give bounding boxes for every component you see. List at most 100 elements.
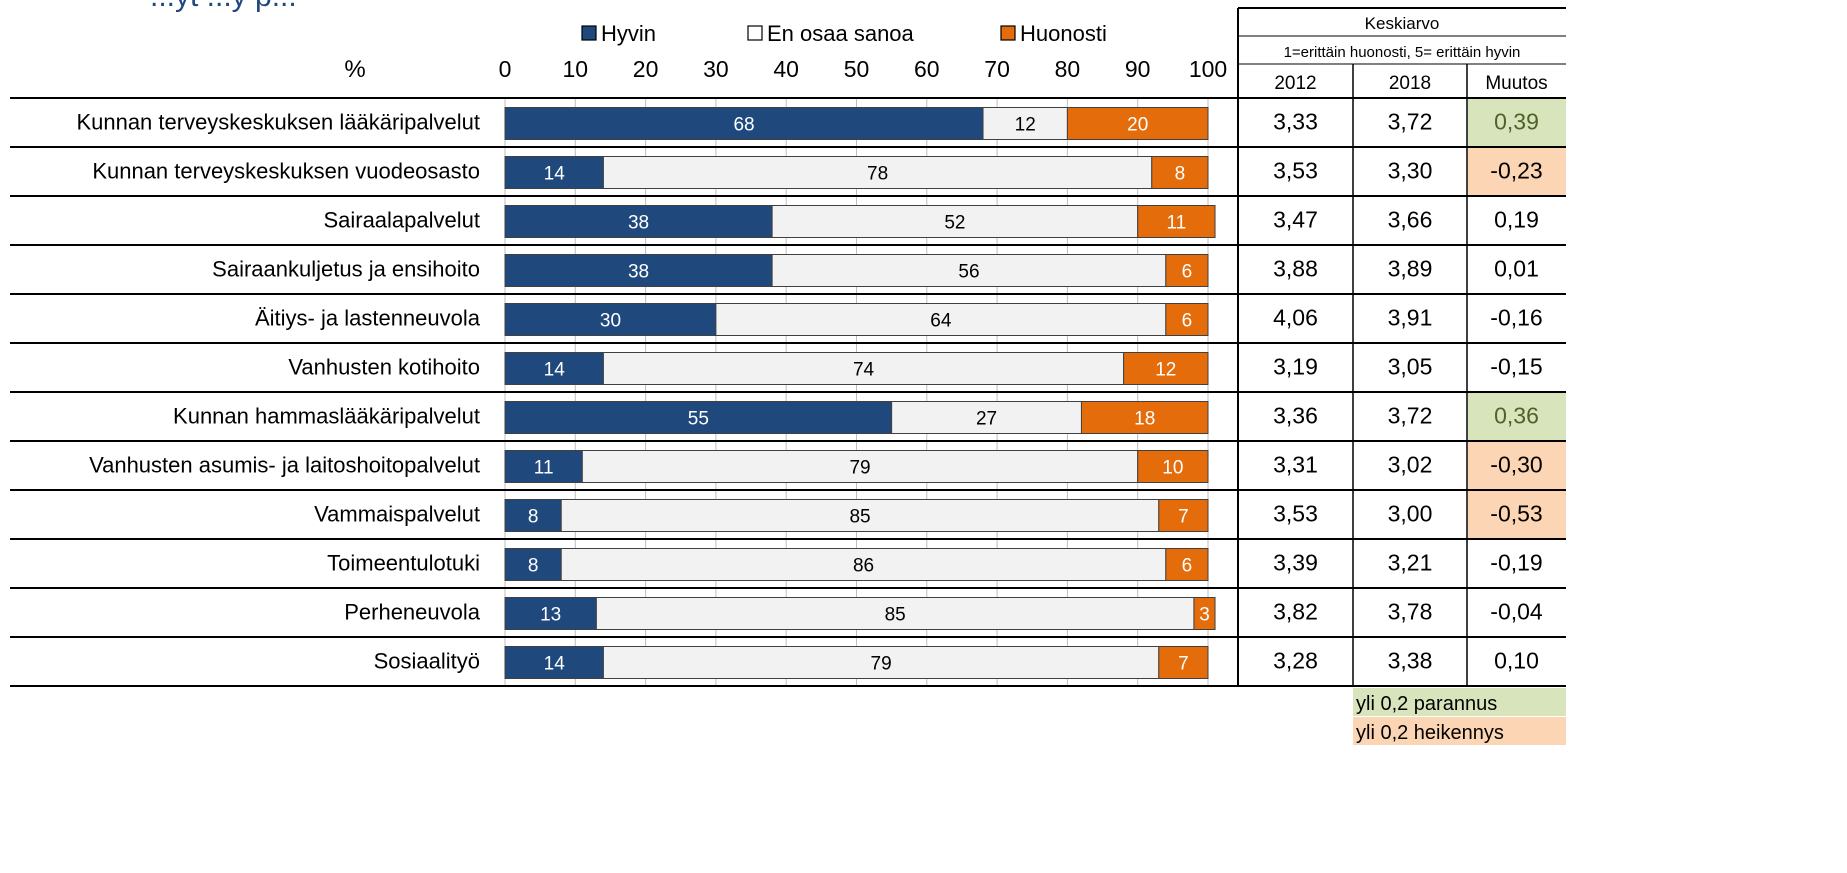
label-huonosti: 11 <box>1166 213 1186 234</box>
table-cell-2012: 3,88 <box>1273 256 1318 282</box>
bar-en-osaa-sanoa <box>560 499 1160 532</box>
table-cell-2012: 3,39 <box>1273 550 1318 576</box>
x-tick-label: 100 <box>1189 56 1227 82</box>
bar-en-osaa-sanoa <box>595 597 1195 630</box>
worsen-legend-box <box>1353 717 1566 745</box>
label-hyvin: 14 <box>544 654 566 675</box>
bar-hyvin <box>504 401 893 434</box>
category-label: Toimeentulotuki <box>327 551 480 576</box>
bar-huonosti <box>1158 499 1209 532</box>
label-huonosti: 6 <box>1182 556 1193 577</box>
label-en-osaa-sanoa: 52 <box>944 213 965 234</box>
muutos-highlight <box>1468 393 1566 441</box>
table-cell-2012: 3,28 <box>1273 648 1318 674</box>
table-subheader: 1=erittäin huonosti, 5= erittäin hyvin <box>1284 44 1521 61</box>
table-cell-2018: 3,78 <box>1388 599 1433 625</box>
table-cell-2018: 3,66 <box>1388 207 1433 233</box>
category-label: Sosiaalityö <box>374 649 480 674</box>
label-en-osaa-sanoa: 12 <box>1015 115 1036 136</box>
category-label: Vanhusten kotihoito <box>288 355 480 380</box>
bar-en-osaa-sanoa <box>715 303 1167 336</box>
worsen-legend-text: yli 0,2 heikennys <box>1356 722 1504 744</box>
label-en-osaa-sanoa: 74 <box>853 360 875 381</box>
bar-huonosti <box>1165 303 1209 336</box>
label-hyvin: 13 <box>540 605 561 626</box>
bar-huonosti <box>1158 646 1209 679</box>
table-cell-muutos: 0,10 <box>1494 648 1539 674</box>
table-cell-muutos: 0,39 <box>1494 109 1539 135</box>
label-en-osaa-sanoa: 85 <box>849 507 870 528</box>
table-cell-muutos: -0,19 <box>1490 550 1542 576</box>
table-cell-2018: 3,72 <box>1388 109 1433 135</box>
table-cell-2018: 3,21 <box>1388 550 1433 576</box>
page-title: ...yt ...y p... <box>150 0 297 13</box>
bar-en-osaa-sanoa <box>771 254 1167 287</box>
label-en-osaa-sanoa: 86 <box>853 556 874 577</box>
label-huonosti: 3 <box>1199 605 1210 626</box>
bar-huonosti <box>1165 548 1209 581</box>
table-cell-2018: 3,91 <box>1388 305 1433 331</box>
label-hyvin: 11 <box>534 458 554 479</box>
bar-huonosti <box>1066 107 1209 140</box>
table-header: Keskiarvo <box>1365 14 1440 33</box>
category-label: Kunnan hammaslääkäripalvelut <box>173 404 480 429</box>
table-column-header: 2012 <box>1274 73 1316 94</box>
label-huonosti: 10 <box>1162 458 1183 479</box>
table-cell-muutos: -0,15 <box>1490 354 1542 380</box>
bar-en-osaa-sanoa <box>891 401 1082 434</box>
table-cell-2018: 3,72 <box>1388 403 1433 429</box>
label-hyvin: 8 <box>528 556 539 577</box>
table-cell-2018: 3,05 <box>1388 354 1433 380</box>
legend-hyvin-label: Hyvin <box>601 21 656 46</box>
table-cell-2012: 3,53 <box>1273 158 1318 184</box>
bar-hyvin <box>504 499 562 532</box>
x-tick-label: 30 <box>703 56 729 82</box>
category-label: Sairaalapalvelut <box>323 208 480 233</box>
table-cell-2012: 3,31 <box>1273 452 1318 478</box>
x-tick-label: 10 <box>563 56 589 82</box>
legend-en-osaa-sanoa-swatch <box>747 25 763 41</box>
label-huonosti: 7 <box>1178 507 1189 528</box>
table-cell-muutos: -0,23 <box>1490 158 1542 184</box>
table-cell-muutos: -0,53 <box>1490 501 1542 527</box>
improve-legend-text: yli 0,2 parannus <box>1356 693 1497 715</box>
label-huonosti: 18 <box>1134 409 1155 430</box>
table-cell-muutos: 0,36 <box>1494 403 1539 429</box>
category-label: Vanhusten asumis- ja laitoshoitopalvelut <box>89 453 480 478</box>
muutos-highlight <box>1468 99 1566 147</box>
label-hyvin: 8 <box>528 507 539 528</box>
label-huonosti: 7 <box>1178 654 1189 675</box>
muutos-highlight <box>1468 148 1566 196</box>
legend-huonosti-label: Huonosti <box>1020 21 1107 46</box>
muutos-highlight <box>1468 442 1566 490</box>
x-tick-label: 40 <box>773 56 799 82</box>
table-cell-muutos: -0,16 <box>1490 305 1542 331</box>
label-huonosti: 8 <box>1175 164 1186 185</box>
category-label: Kunnan terveyskeskuksen vuodeosasto <box>92 159 480 184</box>
label-en-osaa-sanoa: 64 <box>930 311 952 332</box>
table-cell-muutos: -0,04 <box>1490 599 1543 625</box>
legend-huonosti-swatch <box>1000 25 1016 41</box>
label-huonosti: 12 <box>1155 360 1176 381</box>
table-cell-2018: 3,38 <box>1388 648 1433 674</box>
bar-huonosti <box>1137 205 1216 238</box>
label-en-osaa-sanoa: 85 <box>885 605 906 626</box>
legend-en-osaa-sanoa-label: En osaa sanoa <box>767 21 915 46</box>
legend-hyvin-swatch <box>581 25 597 41</box>
x-tick-label: 50 <box>844 56 870 82</box>
bar-hyvin <box>504 450 583 483</box>
bar-huonosti <box>1151 156 1209 189</box>
bar-huonosti <box>1137 450 1209 483</box>
label-huonosti: 6 <box>1182 262 1193 283</box>
table-cell-2012: 3,82 <box>1273 599 1318 625</box>
muutos-highlight <box>1468 491 1566 539</box>
bar-huonosti <box>1080 401 1209 434</box>
x-tick-label: 20 <box>633 56 659 82</box>
percent-label: % <box>344 56 365 83</box>
bar-en-osaa-sanoa <box>560 548 1167 581</box>
table-cell-2012: 4,06 <box>1273 305 1318 331</box>
improve-legend-box <box>1353 688 1566 716</box>
table-cell-2012: 3,47 <box>1273 207 1318 233</box>
bar-huonosti <box>1123 352 1209 385</box>
